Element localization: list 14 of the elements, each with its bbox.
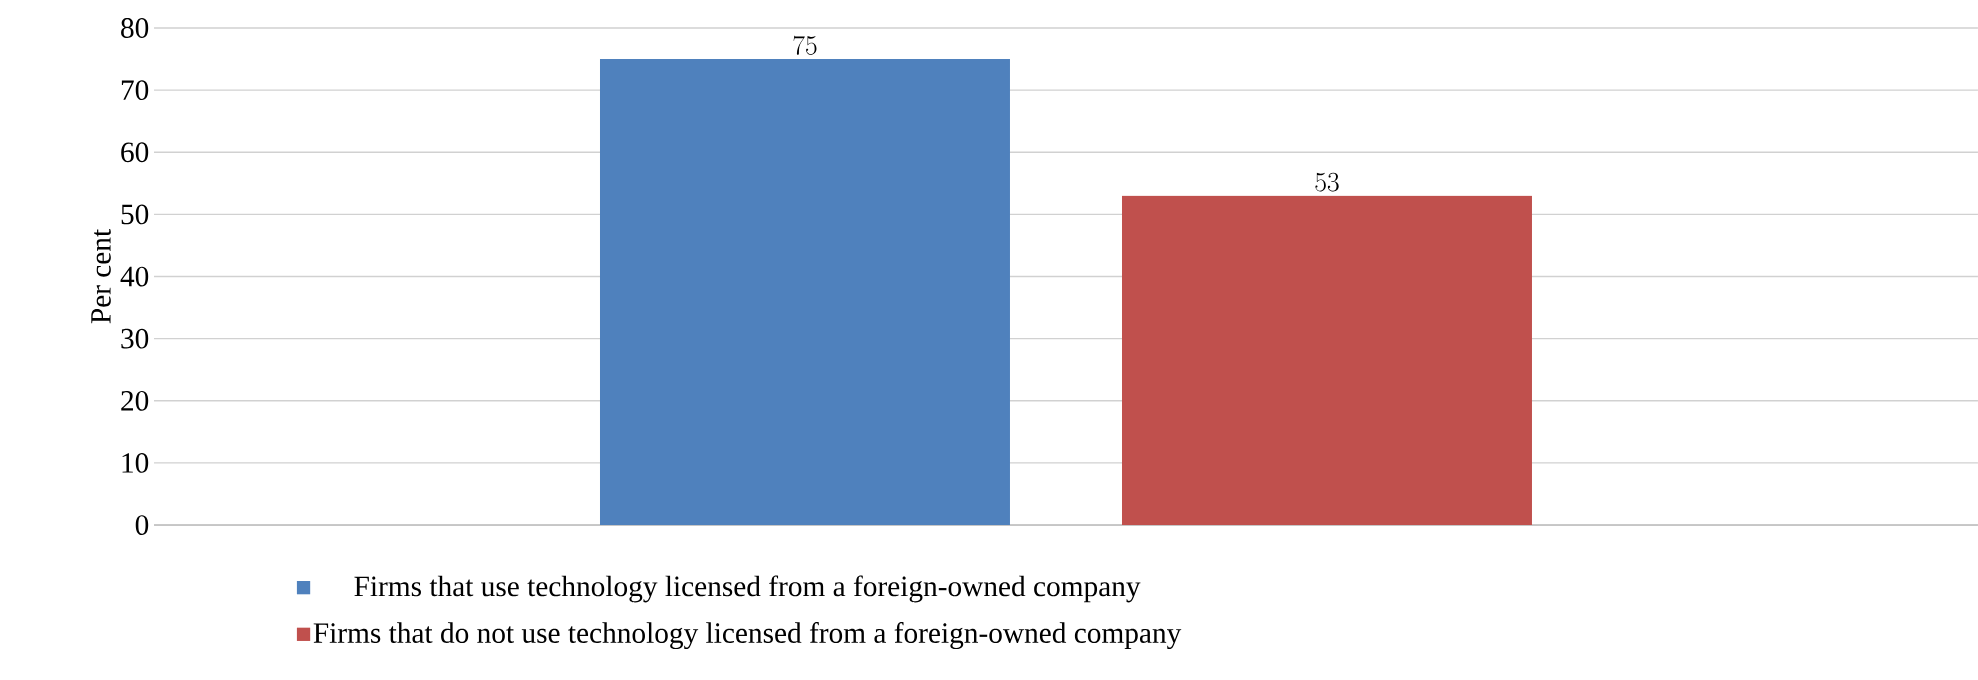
- y-tick-label: 20: [121, 390, 149, 411]
- data-label: 75: [793, 35, 817, 55]
- y-tick-label: 30: [121, 328, 149, 349]
- y-tick-label: 50: [121, 204, 149, 225]
- y-axis-title: Per cent: [91, 229, 111, 324]
- legend-label: Firms that do not use technology licensed from a foreign-owned company: [313, 622, 1182, 650]
- y-tick-label: 0: [135, 515, 149, 535]
- y-tick-label: 60: [121, 142, 149, 163]
- legend-label: Firms that use technology licensed from a foreign-owned company: [354, 575, 1141, 603]
- y-tick-label: 70: [121, 80, 149, 101]
- y-tick-label: 80: [121, 18, 149, 38]
- y-tick-label: 40: [120, 266, 149, 287]
- y-tick-label: 10: [122, 453, 149, 473]
- data-label: 53: [1315, 172, 1339, 192]
